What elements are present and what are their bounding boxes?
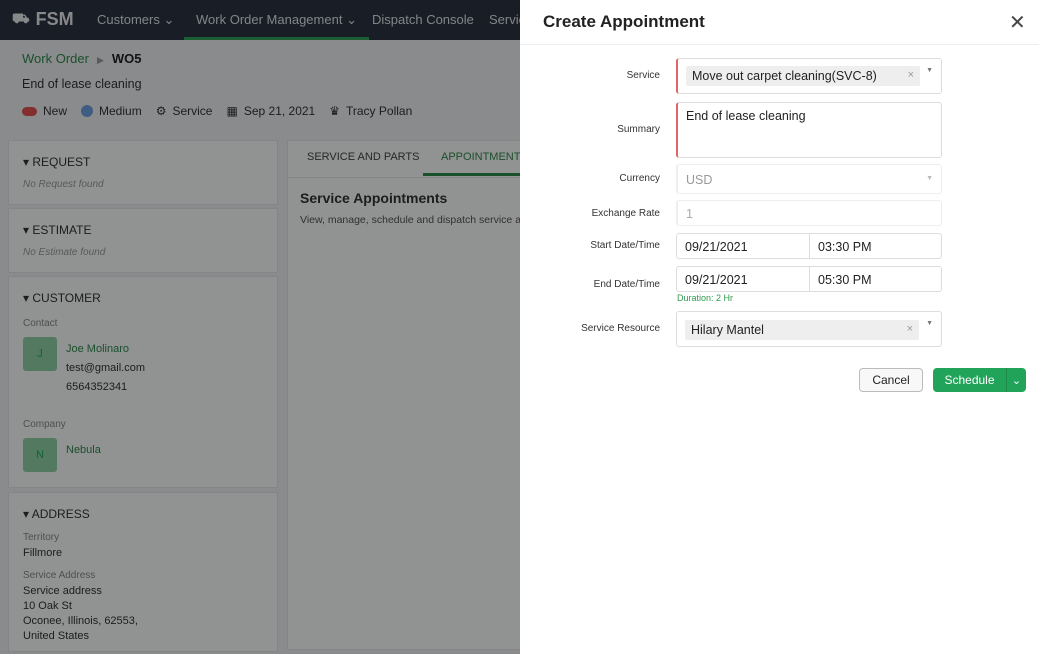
dropdown-caret-icon: ▼	[926, 175, 933, 182]
address-line: Oconee, Illinois, 62553,	[23, 615, 138, 627]
end-time-input[interactable]: 05:30 PM	[818, 273, 872, 287]
status-pill-icon	[22, 106, 37, 116]
estimate-header[interactable]: ▾ ESTIMATE	[23, 223, 92, 237]
request-header[interactable]: ▾ REQUEST	[23, 155, 91, 169]
request-section: ▾ REQUEST No Request found	[8, 140, 278, 205]
territory-label: Territory	[23, 532, 60, 543]
summary-textarea[interactable]: End of lease cleaning	[676, 102, 942, 158]
work-order-tags: New Medium ⚙ Service ▦ Sep 21, 2021 ♛ Tracy…	[22, 104, 412, 118]
service-address-label: Service Address	[23, 570, 96, 581]
start-datetime: 09/21/2021 03:30 PM	[676, 233, 942, 259]
exchange-rate-input[interactable]: 1	[676, 200, 942, 226]
nav-work-order-management[interactable]: Work Order Management ⌄	[184, 12, 369, 40]
service-resource-label: Service Resource	[581, 323, 660, 334]
start-date-input[interactable]: 09/21/2021	[677, 234, 810, 258]
end-label: End Date/Time	[593, 279, 660, 290]
calendar-icon: ▦	[226, 104, 238, 118]
nav-services[interactable]: Servic	[489, 12, 526, 27]
breadcrumb-current: WO5	[111, 51, 142, 66]
create-appointment-dialog: Create Appointment ✕ Service Move out ca…	[520, 0, 1039, 654]
service-value: Move out carpet cleaning(SVC-8)	[692, 69, 877, 83]
appointments-description: View, manage, schedule and dispatch serv…	[300, 214, 539, 226]
schedule-button-group: Schedule ⌄	[933, 368, 1026, 392]
crown-icon: ♛	[329, 104, 340, 118]
end-datetime: 09/21/2021 05:30 PM	[676, 266, 942, 292]
dialog-title: Create Appointment	[543, 12, 705, 31]
summary-label: Summary	[617, 124, 660, 135]
contact-name-link[interactable]: Joe Molinaro	[66, 343, 129, 355]
service-resource-select[interactable]: Hilary Mantel × ▼	[676, 311, 942, 347]
estimate-empty: No Estimate found	[23, 247, 106, 258]
start-label: Start Date/Time	[590, 240, 660, 251]
schedule-button[interactable]: Schedule	[944, 373, 995, 387]
details-panel: SERVICE AND PARTS APPOINTMENTS Service A…	[287, 140, 547, 650]
van-icon: ⛟	[12, 10, 30, 26]
service-resource-value: Hilary Mantel	[691, 323, 764, 337]
appointments-title: Service Appointments	[300, 190, 448, 206]
estimate-section: ▾ ESTIMATE No Estimate found	[8, 208, 278, 273]
dropdown-caret-icon: ▼	[926, 67, 933, 74]
exchange-rate-label: Exchange Rate	[591, 208, 660, 219]
customer-header[interactable]: ▾ CUSTOMER	[23, 291, 101, 305]
tab-service-and-parts[interactable]: SERVICE AND PARTS	[307, 151, 420, 163]
company-label: Company	[23, 419, 66, 430]
owner-badge: Tracy Pollan	[346, 104, 413, 118]
company-name-link[interactable]: Nebula	[66, 444, 101, 456]
service-label: Service	[626, 70, 660, 81]
nav-dispatch-console[interactable]: Dispatch Console	[372, 12, 474, 27]
service-select[interactable]: Move out carpet cleaning(SVC-8) × ▼	[676, 58, 942, 94]
address-header[interactable]: ▾ ADDRESS	[23, 507, 90, 521]
status-badge: New	[43, 104, 68, 118]
territory-value: Fillmore	[23, 547, 63, 559]
contact-email: test@gmail.com	[66, 362, 146, 374]
address-line: United States	[23, 630, 90, 642]
end-date-input[interactable]: 09/21/2021	[677, 267, 810, 291]
start-time-input[interactable]: 03:30 PM	[818, 240, 872, 254]
currency-select[interactable]: USD ▼	[676, 164, 942, 194]
breadcrumb: Work Order ▶ WO5	[22, 51, 141, 66]
chevron-down-icon: ⌄	[346, 12, 357, 27]
clear-icon[interactable]: ×	[907, 69, 914, 81]
caret-right-icon: ▶	[96, 55, 104, 65]
currency-label: Currency	[619, 173, 660, 184]
contact-avatar: J	[23, 337, 57, 371]
service-address: Service address 10 Oak St Oconee, Illino…	[23, 584, 138, 644]
close-icon[interactable]: ✕	[1009, 12, 1026, 34]
app-logo[interactable]: ⛟ FSM	[12, 9, 74, 29]
address-line: Service address	[23, 585, 102, 597]
gear-icon: ⚙	[155, 104, 167, 118]
contact-phone: 6564352341	[66, 381, 128, 393]
currency-value: USD	[686, 173, 713, 187]
contact-label: Contact	[23, 318, 58, 329]
priority-badge: Medium	[99, 104, 142, 118]
cancel-button[interactable]: Cancel	[859, 368, 923, 392]
company-avatar: N	[23, 438, 57, 472]
clear-icon[interactable]: ×	[906, 323, 913, 335]
customer-section: ▾ CUSTOMER Contact J Joe Molinaro test@g…	[8, 276, 278, 488]
chevron-down-icon: ⌄	[163, 12, 175, 27]
tab-appointments[interactable]: APPOINTMENTS	[423, 151, 546, 176]
work-order-title: End of lease cleaning	[22, 77, 142, 91]
duration-text: Duration: 2 Hr	[677, 293, 734, 303]
priority-icon	[81, 105, 94, 117]
chevron-down-icon[interactable]: ⌄	[1006, 368, 1026, 392]
address-line: 10 Oak St	[23, 600, 72, 612]
request-empty: No Request found	[23, 179, 104, 190]
date-badge: Sep 21, 2021	[243, 104, 316, 118]
address-section: ▾ ADDRESS Territory Fillmore Service Add…	[8, 492, 278, 652]
type-badge: Service	[172, 104, 213, 118]
breadcrumb-work-order[interactable]: Work Order	[22, 51, 89, 66]
nav-customers[interactable]: Customers ⌄	[97, 12, 175, 27]
modal-backdrop[interactable]	[0, 0, 520, 654]
dropdown-caret-icon: ▼	[926, 320, 933, 327]
